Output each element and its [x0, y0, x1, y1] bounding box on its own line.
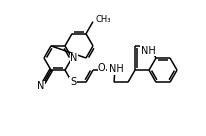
Text: O: O [97, 63, 105, 73]
Text: N: N [70, 53, 77, 63]
Text: NH: NH [109, 64, 123, 74]
Text: N: N [37, 81, 44, 91]
Text: NH: NH [140, 46, 155, 56]
Text: CH₃: CH₃ [96, 15, 111, 24]
Text: S: S [70, 77, 76, 87]
